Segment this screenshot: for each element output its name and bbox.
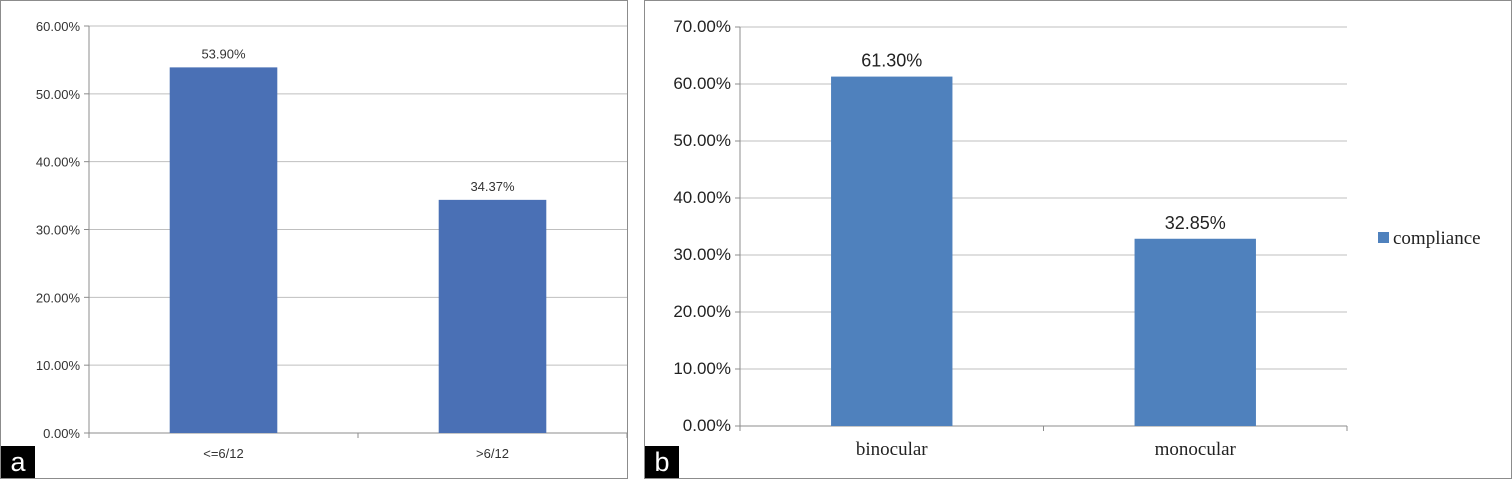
category-label: binocular <box>856 439 928 460</box>
category-label: <=6/12 <box>203 446 244 461</box>
y-tick-label: 40.00% <box>673 188 731 207</box>
category-label: >6/12 <box>476 446 509 461</box>
data-label: 53.90% <box>201 46 246 61</box>
y-tick-label: 50.00% <box>36 87 81 102</box>
legend-label: compliance <box>1393 228 1481 249</box>
y-tick-label: 60.00% <box>673 74 731 93</box>
y-tick-label: 70.00% <box>673 17 731 36</box>
y-tick-label: 40.00% <box>36 155 81 170</box>
y-tick-label: 60.00% <box>36 19 81 34</box>
chart-panel-a: 0.00% 10.00% 20.00% 30.00% 40.00% 50.00% 60.00… <box>0 0 628 479</box>
bar-1 <box>169 67 278 434</box>
data-label: 34.37% <box>470 179 515 194</box>
panel-label-b: b <box>645 446 679 478</box>
bar-2 <box>438 199 547 433</box>
panel-label-a: a <box>1 446 35 478</box>
chart-b-svg: 0.00% 10.00% 20.00% 30.00% 40.00% 50.00% 60.00… <box>673 17 1481 460</box>
y-tick-label: 20.00% <box>673 302 731 321</box>
y-tick-label: 10.00% <box>36 358 81 373</box>
data-label: 32.85% <box>1165 213 1226 233</box>
data-label: 61.30% <box>861 51 922 71</box>
y-tick-label: 0.00% <box>683 416 731 435</box>
chart-a-svg: 0.00% 10.00% 20.00% 30.00% 40.00% 50.00% 60.00… <box>36 19 627 461</box>
bar-1 <box>831 76 953 426</box>
y-tick-label: 30.00% <box>673 245 731 264</box>
y-tick-label: 30.00% <box>36 223 81 238</box>
category-label: monocular <box>1155 439 1237 460</box>
y-tick-label: 20.00% <box>36 290 81 305</box>
legend-swatch <box>1378 232 1389 243</box>
y-tick-label: 10.00% <box>673 359 731 378</box>
y-tick-label: 0.00% <box>43 426 80 441</box>
bar-2 <box>1134 238 1256 426</box>
legend: compliance <box>1378 228 1481 249</box>
y-tick-label: 50.00% <box>673 131 731 150</box>
chart-panel-b: 0.00% 10.00% 20.00% 30.00% 40.00% 50.00% 60.00… <box>644 0 1512 479</box>
